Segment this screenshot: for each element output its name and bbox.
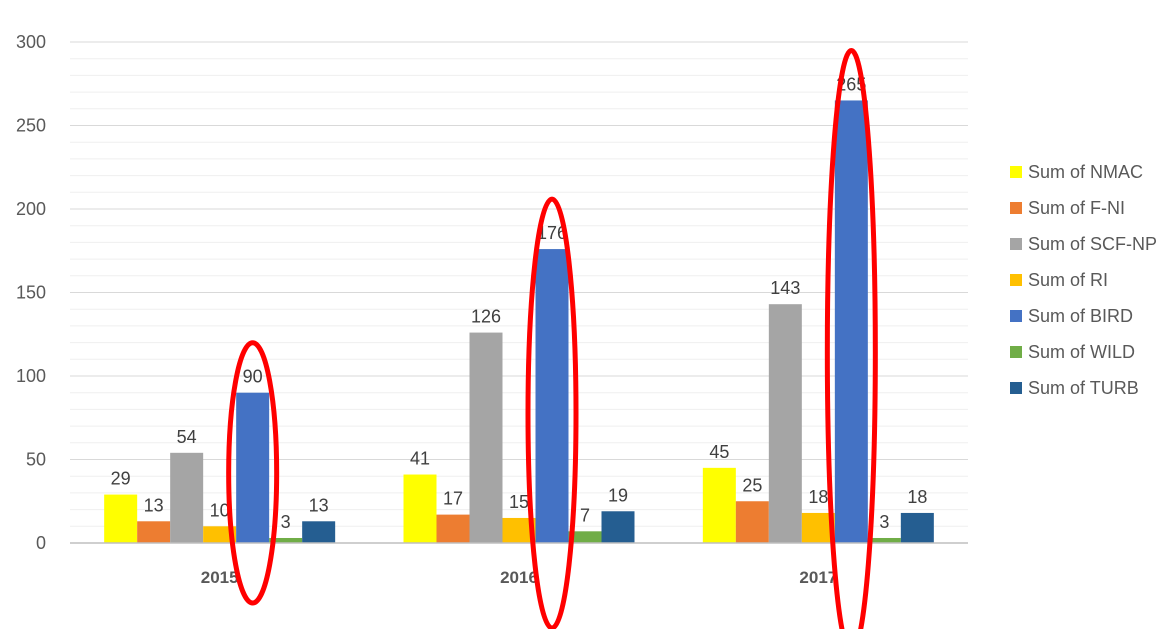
data-label: 18 bbox=[808, 487, 828, 507]
y-tick-label: 100 bbox=[16, 366, 46, 386]
data-label: 17 bbox=[443, 489, 463, 509]
highlight-ellipse bbox=[824, 48, 878, 629]
annotations bbox=[226, 48, 878, 629]
gridlines bbox=[70, 41, 968, 527]
legend-label: Sum of RI bbox=[1028, 270, 1108, 290]
bar bbox=[900, 512, 934, 543]
legend-swatch bbox=[1010, 238, 1022, 250]
legend-swatch bbox=[1010, 202, 1022, 214]
bar bbox=[170, 452, 204, 543]
highlight-ellipse bbox=[525, 196, 579, 629]
y-tick-label: 200 bbox=[16, 199, 46, 219]
data-label: 10 bbox=[210, 500, 230, 520]
bar bbox=[568, 531, 602, 543]
legend-swatch bbox=[1010, 346, 1022, 358]
legend: Sum of NMAC Sum of F-NI Sum of SCF-NP Sum o… bbox=[1010, 162, 1157, 398]
legend-swatch bbox=[1010, 274, 1022, 286]
y-tick-label: 250 bbox=[16, 116, 46, 136]
data-label: 13 bbox=[144, 495, 164, 515]
data-label: 265 bbox=[836, 74, 866, 94]
data-label: 54 bbox=[177, 427, 197, 447]
legend-label: Sum of TURB bbox=[1028, 378, 1139, 398]
data-label: 25 bbox=[742, 475, 762, 495]
data-labels: 29 13 54 10 90 3 13 41 17 126 15 176 7 19 45 25 143 18 265… bbox=[111, 74, 928, 532]
x-category-label: 2015 bbox=[201, 568, 239, 587]
data-label: 41 bbox=[410, 449, 430, 469]
y-tick-label: 50 bbox=[26, 450, 46, 470]
data-label: 3 bbox=[879, 512, 889, 532]
bar bbox=[735, 501, 769, 543]
data-label: 126 bbox=[471, 307, 501, 327]
legend-label: Sum of NMAC bbox=[1028, 162, 1143, 182]
bar bbox=[104, 494, 138, 543]
bars bbox=[104, 100, 934, 543]
bar bbox=[137, 521, 171, 543]
data-label: 18 bbox=[907, 487, 927, 507]
legend-label: Sum of SCF-NP bbox=[1028, 234, 1157, 254]
highlight-ellipse bbox=[226, 340, 280, 606]
y-tick-label: 300 bbox=[16, 32, 46, 52]
legend-swatch bbox=[1010, 310, 1022, 322]
data-label: 19 bbox=[608, 485, 628, 505]
y-axis: 0 50 100 150 200 250 300 bbox=[16, 32, 46, 553]
bar bbox=[302, 521, 336, 543]
bar bbox=[834, 100, 868, 543]
y-tick-label: 0 bbox=[36, 533, 46, 553]
data-label: 176 bbox=[537, 223, 567, 243]
legend-label: Sum of WILD bbox=[1028, 342, 1135, 362]
bar bbox=[469, 332, 503, 543]
legend-label: Sum of F-NI bbox=[1028, 198, 1125, 218]
y-tick-label: 150 bbox=[16, 283, 46, 303]
bar bbox=[535, 249, 569, 543]
data-label: 15 bbox=[509, 492, 529, 512]
data-label: 90 bbox=[243, 367, 263, 387]
data-label: 143 bbox=[770, 278, 800, 298]
bar bbox=[269, 537, 303, 543]
legend-swatch bbox=[1010, 382, 1022, 394]
bar bbox=[403, 474, 437, 543]
bar bbox=[436, 514, 470, 543]
bar bbox=[867, 537, 901, 543]
data-label: 7 bbox=[580, 505, 590, 525]
x-axis: 2015 2016 2017 bbox=[70, 542, 968, 587]
bar bbox=[768, 304, 802, 543]
data-label: 3 bbox=[281, 512, 291, 532]
x-category-label: 2016 bbox=[500, 568, 538, 587]
bar bbox=[236, 392, 270, 543]
x-category-label: 2017 bbox=[799, 568, 837, 587]
data-label: 29 bbox=[111, 469, 131, 489]
bar bbox=[702, 467, 736, 543]
bar bbox=[203, 526, 237, 543]
bar bbox=[601, 511, 635, 543]
legend-swatch bbox=[1010, 166, 1022, 178]
data-label: 45 bbox=[709, 442, 729, 462]
legend-label: Sum of BIRD bbox=[1028, 306, 1133, 326]
data-label: 13 bbox=[309, 495, 329, 515]
